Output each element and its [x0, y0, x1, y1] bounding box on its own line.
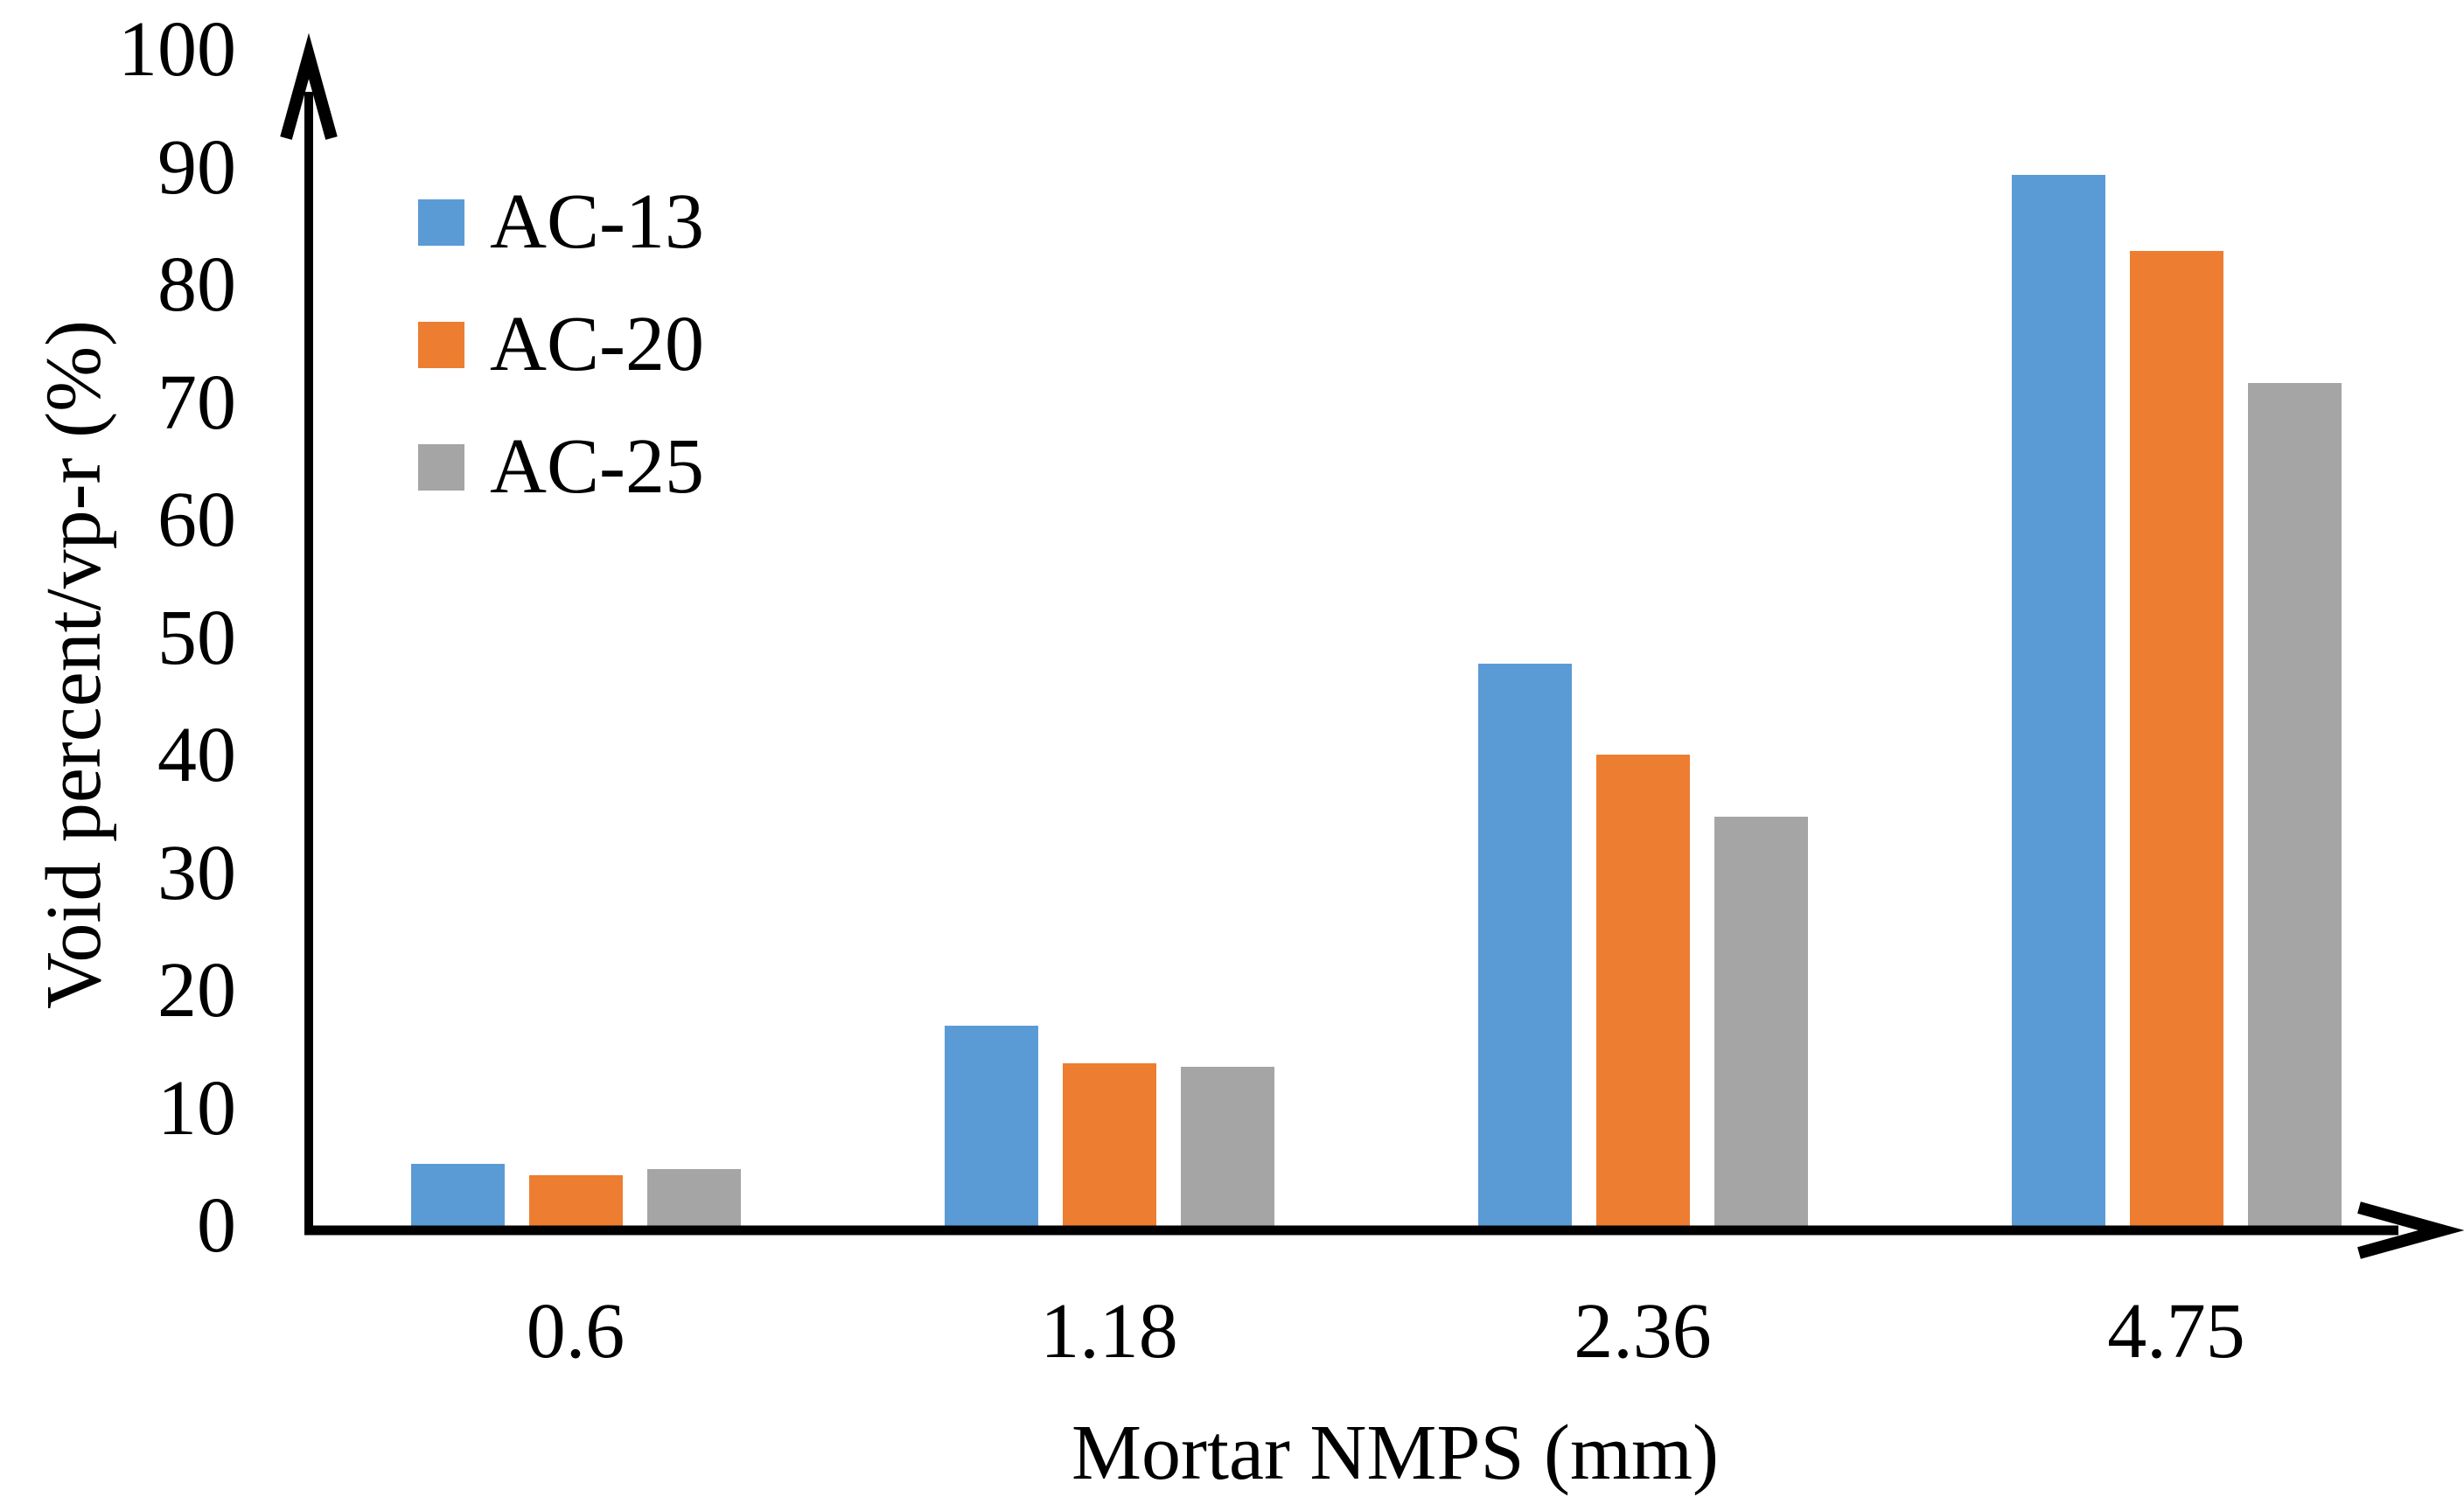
bar-AC-13-0.6 — [411, 1164, 505, 1226]
legend-swatch-AC-25 — [418, 443, 464, 491]
y-tick-label-50: 50 — [157, 595, 236, 681]
y-tick-label-10: 10 — [157, 1065, 236, 1152]
y-tick-label-20: 20 — [157, 947, 236, 1034]
y-tick-label-30: 30 — [157, 830, 236, 916]
bar-AC-20-4.75 — [2130, 251, 2223, 1226]
y-tick-label-40: 40 — [157, 712, 236, 798]
y-axis-title: Void percent/vp-r (%) — [31, 319, 117, 1010]
legend-label: AC-25 — [490, 423, 704, 510]
bar-AC-20-2.36 — [1596, 755, 1690, 1226]
x-tick-label-2.36: 2.36 — [1574, 1288, 1712, 1375]
bar-AC-13-2.36 — [1478, 664, 1572, 1226]
x-tick-label-0.6: 0.6 — [526, 1288, 625, 1375]
bar-AC-25-4.75 — [2248, 383, 2342, 1226]
bar-AC-25-1.18 — [1181, 1067, 1274, 1226]
y-tick-label-90: 90 — [157, 124, 236, 211]
x-axis-arrowhead — [2357, 1201, 2464, 1259]
bar-AC-20-1.18 — [1063, 1063, 1156, 1226]
bar-AC-20-0.6 — [529, 1175, 623, 1226]
x-tick-label-1.18: 1.18 — [1040, 1288, 1178, 1375]
legend-label: AC-20 — [490, 301, 704, 387]
legend-swatch-AC-20 — [418, 321, 464, 368]
bar-AC-13-4.75 — [2012, 175, 2105, 1226]
y-tick-label-0: 0 — [197, 1182, 236, 1269]
x-tick-label-4.75: 4.75 — [2107, 1288, 2245, 1375]
legend-item-AC-13: AC-13 — [418, 183, 704, 261]
y-axis-arrowhead — [280, 32, 338, 140]
legend-swatch-AC-13 — [418, 198, 464, 246]
legend-item-AC-25: AC-25 — [418, 428, 704, 506]
legend-item-AC-20: AC-20 — [418, 305, 704, 384]
y-tick-label-60: 60 — [157, 477, 236, 563]
y-tick-label-100: 100 — [118, 6, 236, 93]
y-tick-label-80: 80 — [157, 241, 236, 328]
bar-AC-25-0.6 — [647, 1169, 741, 1226]
y-tick-label-70: 70 — [157, 359, 236, 446]
bar-AC-25-2.36 — [1714, 817, 1808, 1226]
x-axis-title: Mortar NMPS (mm) — [1071, 1410, 1719, 1496]
bar-AC-13-1.18 — [945, 1026, 1038, 1226]
legend-label: AC-13 — [490, 178, 704, 265]
